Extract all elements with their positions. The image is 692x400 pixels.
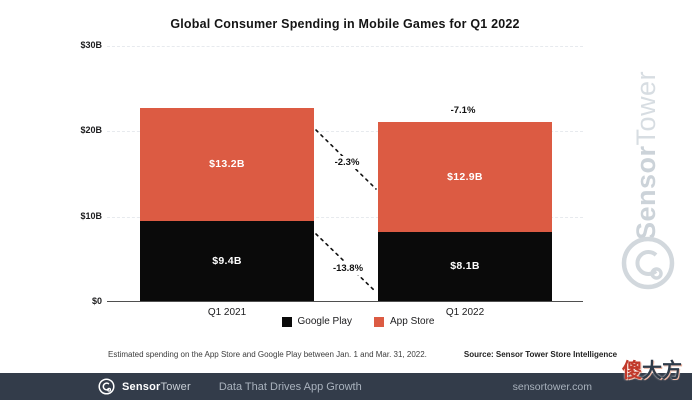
corner-watermark-chars23: 大方 (642, 360, 682, 382)
gridline (107, 216, 583, 218)
sensor-tower-footer-logo-icon (98, 378, 115, 395)
chart-legend: Google Play App Store (120, 316, 596, 327)
y-axis-tick-label: $20B (80, 125, 102, 136)
legend-label: App Store (390, 316, 435, 327)
legend-item-app-store: App Store (374, 316, 434, 327)
sensor-tower-logo-watermark-icon (621, 236, 675, 290)
bar-value-label: $8.1B (450, 260, 480, 273)
legend-item-google-play: Google Play (281, 316, 352, 327)
legend-swatch (281, 316, 292, 327)
footnote-text: Estimated spending on the App Store and … (108, 350, 427, 359)
gridline (107, 46, 583, 47)
footer-brand-light: Tower (160, 380, 191, 393)
footnote-row: Estimated spending on the App Store and … (108, 350, 617, 359)
footer-bar: SensorTower Data That Drives App Growth … (0, 373, 692, 400)
footer-url[interactable]: sensortower.com (512, 380, 592, 393)
side-watermark-light-text: Tower (631, 70, 661, 146)
y-axis-tick-label: $0 (91, 296, 102, 306)
legend-label: Google Play (297, 316, 352, 327)
bar-value-label: $9.4B (212, 254, 242, 267)
chart-title: Global Consumer Spending in Mobile Games… (170, 17, 520, 31)
footer-brand-bold: Sensor (122, 380, 161, 393)
corner-watermark-char1: 傻 (622, 360, 642, 382)
y-axis-tick-label: $10B (80, 210, 102, 221)
annotation-google-play-change: -13.8% (324, 262, 372, 275)
sensor-tower-side-watermark: SensorTower (631, 70, 663, 240)
bar-segment-q1-2022-google-play: $8.1B (378, 231, 552, 301)
y-axis-tick-label: $30B (80, 40, 102, 50)
bar-value-label: $12.9B (447, 170, 483, 183)
corner-watermark: 傻大方 (622, 354, 682, 383)
plot-area: $9.4B $13.2B Q1 2021 $8.1B $12.9B Q1 2022 (107, 46, 583, 318)
bar-value-label: $13.2B (209, 158, 245, 171)
x-axis-tick-label: Q1 2021 (207, 307, 247, 318)
annotation-app-store-change: -2.3% (326, 156, 368, 169)
side-watermark-bold-text: Sensor (631, 145, 661, 240)
bar-segment-q1-2022-app-store: $12.9B (378, 121, 552, 232)
bar-segment-q1-2021-google-play: $9.4B (140, 220, 314, 301)
footer-brand: SensorTower (122, 381, 191, 393)
footer-tagline: Data That Drives App Growth (218, 380, 362, 393)
x-axis-tick-label: Q1 2022 (445, 307, 485, 318)
footnote-source: Source: Sensor Tower Store Intelligence (463, 350, 618, 359)
bar-segment-q1-2021-app-store: $13.2B (140, 108, 314, 221)
annotation-total-change: -7.1% (450, 105, 476, 116)
legend-swatch (374, 316, 384, 327)
